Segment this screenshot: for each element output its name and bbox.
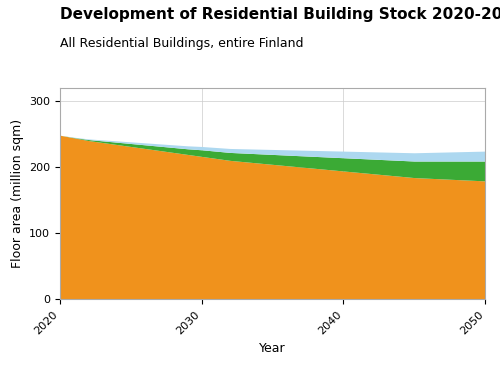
Text: All Residential Buildings, entire Finland: All Residential Buildings, entire Finlan… [60,36,304,50]
Text: Development of Residential Building Stock 2020-2050: Development of Residential Building Stoc… [60,7,500,22]
Y-axis label: Floor area (million sqm): Floor area (million sqm) [10,119,24,268]
X-axis label: Year: Year [259,342,286,355]
